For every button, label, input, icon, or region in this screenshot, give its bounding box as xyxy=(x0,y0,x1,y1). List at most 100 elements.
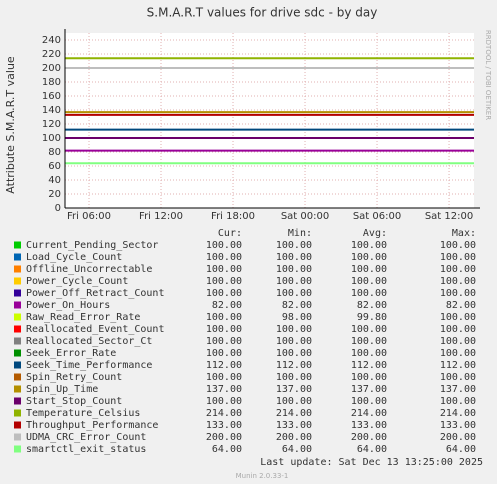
legend-label: UDMA_CRC_Error_Count xyxy=(26,432,146,443)
legend-value: 100.00 xyxy=(351,372,387,383)
legend-value: 200.00 xyxy=(206,432,242,443)
legend-value: 133.00 xyxy=(206,420,242,431)
legend-value: 137.00 xyxy=(351,384,387,395)
legend-label: Load_Cycle_Count xyxy=(26,252,122,263)
legend-value: 100.00 xyxy=(276,348,312,359)
legend-value: 100.00 xyxy=(276,324,312,335)
legend-value: 100.00 xyxy=(351,252,387,263)
legend-value: 100.00 xyxy=(351,240,387,251)
legend-value: 64.00 xyxy=(282,444,312,455)
legend-value: 100.00 xyxy=(206,240,242,251)
x-tick-label: Sat 00:00 xyxy=(281,211,329,222)
legend-value: 100.00 xyxy=(351,276,387,287)
legend-value: 100.00 xyxy=(440,348,476,359)
y-tick-label: 100 xyxy=(42,133,61,144)
y-tick-label: 40 xyxy=(48,175,61,186)
legend-value: 112.00 xyxy=(440,360,476,371)
legend-label: Power_Off_Retract_Count xyxy=(26,288,164,299)
legend-value: 200.00 xyxy=(440,432,476,443)
legend-label: Seek_Error_Rate xyxy=(26,348,116,359)
legend-value: 100.00 xyxy=(351,348,387,359)
legend-value: 100.00 xyxy=(440,372,476,383)
legend-value: 100.00 xyxy=(276,240,312,251)
legend-label: Throughput_Performance xyxy=(26,420,158,431)
legend-value: 100.00 xyxy=(351,288,387,299)
legend-value: 137.00 xyxy=(440,384,476,395)
legend-value: 100.00 xyxy=(206,252,242,263)
legend-value: 100.00 xyxy=(440,396,476,407)
legend-value: 137.00 xyxy=(206,384,242,395)
legend-value: 100.00 xyxy=(276,336,312,347)
legend-value: 133.00 xyxy=(276,420,312,431)
legend-value: 112.00 xyxy=(206,360,242,371)
legend-swatch xyxy=(14,241,21,249)
legend-value: 64.00 xyxy=(357,444,387,455)
legend-swatch xyxy=(14,253,21,261)
legend-swatch xyxy=(14,337,21,345)
legend-swatch xyxy=(14,385,21,393)
x-tick-label: Sat 06:00 xyxy=(353,211,401,222)
side-label: RRDTOOL / TOBI OETIKER xyxy=(484,30,492,120)
legend-label: Reallocated_Event_Count xyxy=(26,324,164,335)
legend-value: 64.00 xyxy=(212,444,242,455)
legend-value: 133.00 xyxy=(440,420,476,431)
legend-value: 100.00 xyxy=(206,264,242,275)
legend-value: 100.00 xyxy=(440,324,476,335)
legend-value: 112.00 xyxy=(276,360,312,371)
legend-value: 100.00 xyxy=(276,264,312,275)
last-update: Last update: Sat Dec 13 13:25:00 2025 xyxy=(260,457,483,468)
legend-value: 100.00 xyxy=(440,240,476,251)
legend-label: Power_Cycle_Count xyxy=(26,276,128,287)
legend-value: 214.00 xyxy=(351,408,387,419)
legend-label: smartctl_exit_status xyxy=(26,444,146,455)
legend-value: 200.00 xyxy=(351,432,387,443)
legend-value: 98.00 xyxy=(282,312,312,323)
legend-value: 100.00 xyxy=(440,336,476,347)
y-tick-label: 20 xyxy=(48,189,61,200)
legend-label: Temperature_Celsius xyxy=(26,408,140,419)
legend-value: 112.00 xyxy=(351,360,387,371)
legend-value: 100.00 xyxy=(206,348,242,359)
legend-value: 100.00 xyxy=(351,264,387,275)
y-tick-label: 240 xyxy=(42,35,61,46)
legend-swatch xyxy=(14,301,21,309)
legend-value: 214.00 xyxy=(206,408,242,419)
legend-swatch xyxy=(14,361,21,369)
x-tick-label: Sat 12:00 xyxy=(425,211,473,222)
y-tick-label: 80 xyxy=(48,147,61,158)
legend-value: 100.00 xyxy=(440,252,476,263)
legend-value: 214.00 xyxy=(440,408,476,419)
y-tick-label: 140 xyxy=(42,105,61,116)
y-tick-label: 200 xyxy=(42,63,61,74)
legend-value: 100.00 xyxy=(440,264,476,275)
legend-swatch xyxy=(14,289,21,297)
y-tick-label: 220 xyxy=(42,49,61,60)
legend-label: Power_On_Hours xyxy=(26,300,110,311)
y-axis-label: Attribute S.M.A.R.T value xyxy=(4,56,17,194)
legend-value: 82.00 xyxy=(282,300,312,311)
legend-value: 100.00 xyxy=(206,324,242,335)
legend-value: 100.00 xyxy=(276,396,312,407)
legend-label: Seek_Time_Performance xyxy=(26,360,152,371)
legend-swatch xyxy=(14,313,21,321)
legend-label: Reallocated_Sector_Ct xyxy=(26,336,152,347)
legend-value: 100.00 xyxy=(206,372,242,383)
legend-value: 100.00 xyxy=(351,396,387,407)
legend-swatch xyxy=(14,349,21,357)
legend-label: Spin_Retry_Count xyxy=(26,372,122,383)
legend-label: Offline_Uncorrectable xyxy=(26,264,152,275)
version: Munin 2.0.33-1 xyxy=(236,472,289,480)
legend-swatch xyxy=(14,445,21,453)
x-tick-label: Fri 18:00 xyxy=(211,211,255,222)
legend-swatch xyxy=(14,277,21,285)
legend-value: 99.80 xyxy=(357,312,387,323)
legend-value: 100.00 xyxy=(206,396,242,407)
legend-label: Start_Stop_Count xyxy=(26,396,122,407)
legend-value: 100.00 xyxy=(206,288,242,299)
legend-value: 137.00 xyxy=(276,384,312,395)
legend-value: 82.00 xyxy=(357,300,387,311)
legend-value: 100.00 xyxy=(206,276,242,287)
legend-label: Raw_Read_Error_Rate xyxy=(26,312,140,323)
y-tick-label: 60 xyxy=(48,161,61,172)
